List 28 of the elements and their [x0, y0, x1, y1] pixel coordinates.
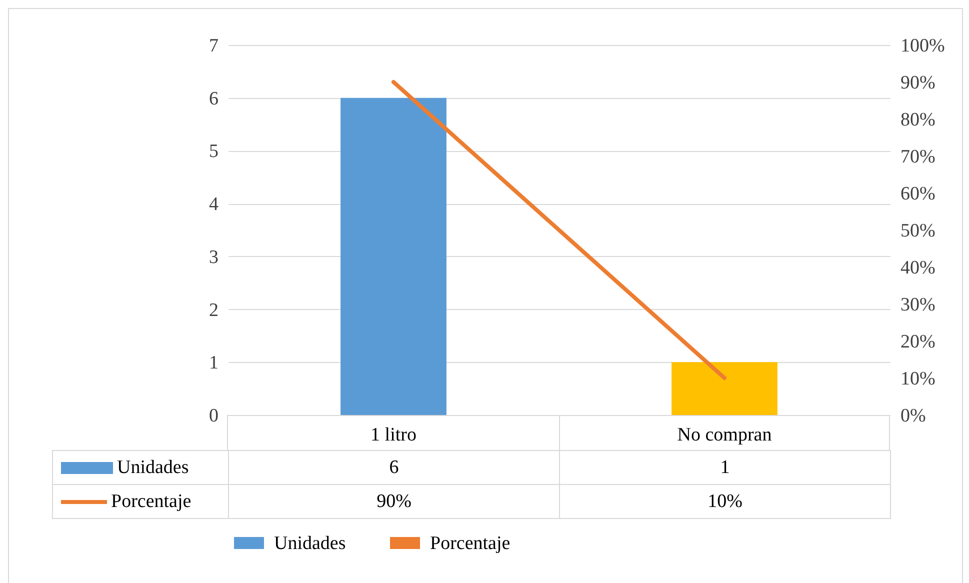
x-tick-label: No compran: [677, 424, 772, 446]
y2-tick-label: 100%: [900, 36, 945, 56]
y2-tick-label: 20%: [900, 332, 936, 352]
y2-tick-label: 0%: [900, 406, 926, 426]
legend-label: Porcentaje: [430, 533, 510, 554]
y2-tick-label: 10%: [900, 368, 936, 390]
y-tick-label: 3: [209, 246, 218, 268]
text: Porcentaje: [111, 490, 192, 512]
y2-tick-label: 50%: [900, 220, 936, 242]
legend-label: Unidades: [274, 533, 346, 554]
y-tick-label: 4: [209, 194, 219, 216]
data-label: 1: [560, 450, 890, 484]
y2-tick-label: 30%: [900, 294, 936, 316]
y-tick-label: 6: [209, 88, 218, 110]
y-tick-label: 5: [209, 141, 218, 162]
y-tick-label: 7: [209, 36, 218, 56]
text: Unidades: [117, 456, 189, 478]
y2-tick-label: 40%: [900, 258, 936, 278]
y-tick-label: 0: [209, 406, 218, 426]
x-tick-label: 1 litro: [370, 424, 416, 446]
y2-tick-label: 90%: [900, 72, 936, 94]
y-tick-label: 1: [209, 352, 218, 374]
data-label: 90%: [228, 484, 560, 518]
y-tick-label: 2: [209, 300, 218, 321]
y2-tick-label: 80%: [900, 110, 936, 130]
y2-tick-label: 70%: [900, 146, 936, 168]
data-label: 10%: [560, 484, 890, 518]
y2-tick-label: 60%: [900, 184, 936, 204]
